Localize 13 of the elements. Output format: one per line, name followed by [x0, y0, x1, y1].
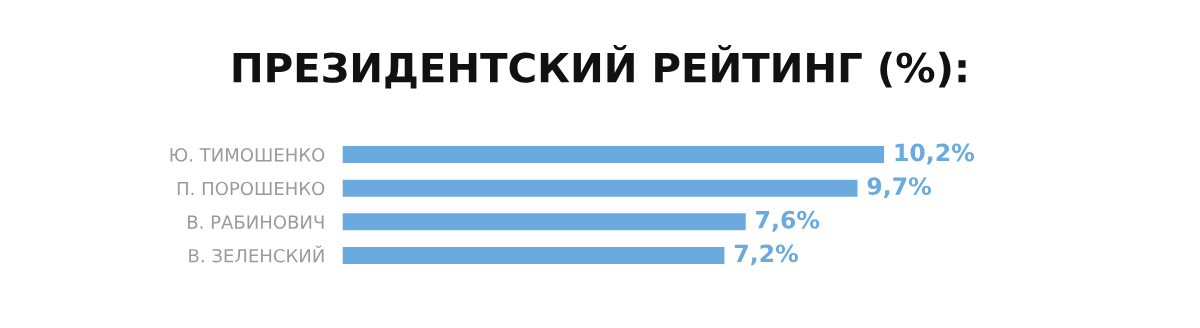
bar [342, 211, 748, 232]
y-tick-label: П. ПОРОШЕНКО [177, 181, 325, 196]
data-label: 10,2% [895, 143, 975, 165]
y-tick-label: Ю. ТИМОШЕНКО [170, 148, 325, 162]
y-tick-label: В. РАБИНОВИЧ [188, 215, 324, 229]
chart-title: ПРЕЗИДЕНТСКИЙ РЕЙТИНГ (%): [233, 45, 966, 89]
bar [342, 245, 726, 266]
bar [342, 144, 886, 165]
bar [342, 178, 859, 199]
data-label: 7,2% [734, 244, 799, 266]
data-label: 7,6% [756, 210, 820, 232]
data-label: 9,7% [867, 177, 932, 199]
y-tick-label: В. ЗЕЛЕНСКИЙ [189, 245, 324, 263]
